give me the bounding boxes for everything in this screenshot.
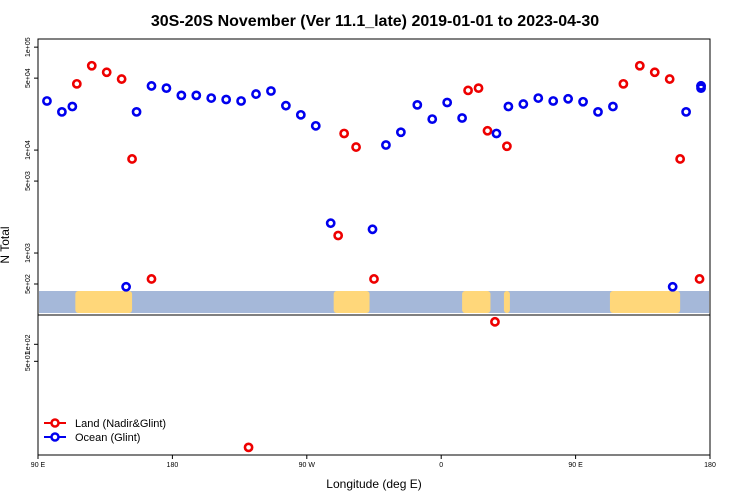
legend: Land (Nadir&Glint) Ocean (Glint) bbox=[44, 418, 166, 444]
land-point bbox=[351, 142, 361, 152]
land-band bbox=[333, 291, 370, 313]
ocean-point bbox=[56, 106, 67, 117]
ocean-point bbox=[131, 106, 142, 117]
land-point bbox=[116, 74, 127, 84]
y-tick-label: 1e+05 bbox=[25, 37, 32, 57]
land-point bbox=[675, 154, 686, 164]
ocean-point bbox=[206, 93, 217, 103]
x-tick-label: 180 bbox=[167, 462, 179, 469]
data-points bbox=[42, 60, 706, 453]
ocean-point bbox=[121, 281, 132, 292]
y-axis-label: N Total bbox=[0, 226, 12, 263]
ocean-point bbox=[533, 93, 544, 103]
lower-panel bbox=[37, 314, 711, 456]
ocean-point bbox=[681, 106, 692, 117]
x-axis-label: Longitude (deg E) bbox=[326, 477, 421, 491]
land-point bbox=[71, 78, 82, 89]
x-tick-label: 180 bbox=[704, 462, 716, 469]
x-tick-label: 0 bbox=[439, 462, 443, 469]
land-point bbox=[694, 274, 705, 284]
x-tick-label: 90 E bbox=[31, 462, 46, 469]
land-band bbox=[462, 291, 491, 313]
ocean-point bbox=[593, 106, 603, 117]
ocean-point bbox=[146, 81, 157, 91]
y-tick-label: 5e+03 bbox=[25, 171, 32, 191]
ocean-point bbox=[395, 127, 406, 138]
land-point bbox=[649, 67, 660, 78]
land-band bbox=[609, 291, 681, 313]
land-point bbox=[463, 85, 473, 96]
legend-land-marker bbox=[50, 418, 60, 428]
ocean-point bbox=[191, 90, 202, 101]
y-tick-label: 1e+02 bbox=[25, 334, 32, 354]
ocean-point bbox=[266, 86, 276, 96]
ocean-point bbox=[67, 101, 78, 112]
land-point bbox=[473, 83, 484, 94]
land-point bbox=[243, 442, 254, 453]
chart-title: 30S-20S November (Ver 11.1_late) 2019-01… bbox=[151, 13, 599, 30]
y-tick-label: 5e+02 bbox=[25, 274, 32, 294]
y-tick-label: 1e+03 bbox=[25, 243, 32, 263]
y-tick-label: 5e+04 bbox=[25, 68, 32, 88]
ocean-point bbox=[563, 93, 574, 104]
land-point bbox=[146, 274, 157, 284]
ocean-point bbox=[236, 96, 246, 106]
legend-ocean-marker bbox=[50, 432, 60, 442]
land-band bbox=[503, 291, 510, 313]
ocean-point bbox=[251, 89, 261, 99]
ocean-point bbox=[295, 109, 306, 120]
land-point bbox=[664, 74, 675, 84]
legend-ocean-label: Ocean (Glint) bbox=[75, 432, 140, 444]
land-point bbox=[502, 141, 512, 152]
ocean-point bbox=[696, 83, 706, 94]
land-point bbox=[127, 154, 137, 164]
lower-plot-frame bbox=[37, 314, 711, 456]
land-point bbox=[634, 60, 645, 71]
ocean-point bbox=[442, 97, 453, 108]
upper-panel bbox=[37, 38, 711, 316]
ocean-point bbox=[548, 96, 559, 106]
ocean-point bbox=[325, 218, 336, 229]
ocean-point bbox=[161, 83, 172, 94]
land-point bbox=[490, 316, 500, 327]
ocean-point bbox=[503, 101, 514, 112]
land-band bbox=[75, 291, 133, 313]
ocean-point bbox=[310, 120, 321, 131]
land-point bbox=[369, 274, 379, 284]
ocean-point bbox=[42, 96, 52, 106]
legend-land-label: Land (Nadir&Glint) bbox=[75, 418, 166, 430]
land-point bbox=[482, 125, 493, 136]
ocean-point bbox=[280, 100, 291, 111]
ocean-point bbox=[457, 113, 468, 123]
ocean-point bbox=[176, 90, 187, 101]
y-tick-label: 1e+04 bbox=[25, 140, 32, 160]
land-point bbox=[86, 60, 97, 71]
y-tick-label: 5e+01 bbox=[25, 351, 32, 371]
land-point bbox=[618, 78, 629, 89]
ocean-band bbox=[39, 291, 709, 313]
ocean-point bbox=[608, 101, 618, 112]
ocean-point bbox=[518, 99, 529, 109]
land-point bbox=[101, 67, 112, 78]
x-axis: 90 E 180 90 W 0 90 E 180 bbox=[31, 455, 716, 469]
upper-y-axis: 5e+02 1e+03 5e+03 1e+04 5e+04 1e+05 bbox=[25, 37, 38, 294]
ocean-point bbox=[412, 99, 423, 110]
ocean-point bbox=[427, 114, 438, 125]
background-land-ocean-strip bbox=[39, 291, 709, 313]
ocean-point bbox=[578, 96, 588, 107]
upper-plot-frame bbox=[37, 38, 711, 316]
ocean-point bbox=[667, 281, 678, 292]
ocean-point bbox=[367, 224, 378, 235]
ocean-point bbox=[381, 140, 391, 150]
ocean-point bbox=[221, 94, 232, 105]
x-tick-label: 90 W bbox=[299, 462, 316, 469]
ocean-point bbox=[491, 128, 502, 139]
land-point bbox=[339, 128, 350, 139]
land-point bbox=[333, 230, 344, 241]
x-tick-label: 90 E bbox=[568, 462, 583, 469]
